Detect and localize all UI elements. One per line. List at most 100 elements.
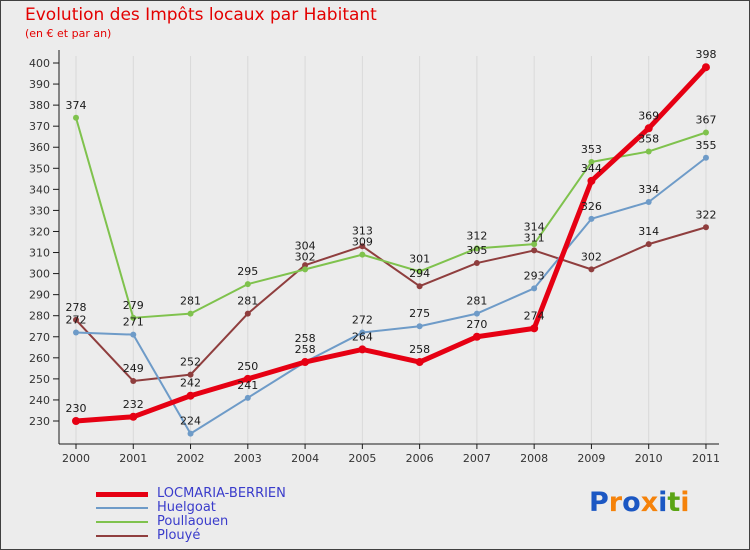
- point-label: 264: [352, 330, 373, 343]
- legend-swatch: [96, 535, 148, 537]
- point-label: 355: [695, 139, 716, 152]
- data-point: [415, 358, 424, 367]
- data-point: [588, 158, 595, 165]
- data-point: [72, 417, 80, 425]
- point-label: 250: [237, 360, 258, 373]
- point-label: 295: [237, 265, 258, 278]
- legend-item: Huelgoat: [96, 501, 286, 515]
- point-label: 242: [180, 377, 201, 390]
- data-point: [359, 243, 366, 250]
- point-label: 301: [409, 252, 430, 265]
- point-label: 311: [524, 231, 545, 244]
- x-tick-label: 2006: [406, 452, 434, 465]
- logo-letter: t: [667, 487, 681, 518]
- data-point: [416, 323, 423, 330]
- data-point: [187, 371, 194, 378]
- data-point: [302, 266, 309, 273]
- y-tick-label: 350: [29, 162, 50, 175]
- legend-item: Plouyé: [96, 529, 286, 543]
- point-label: 322: [695, 208, 716, 221]
- y-tick-label: 360: [29, 141, 50, 154]
- x-tick-label: 2000: [62, 452, 90, 465]
- chart-svg: 230 240 250 260 270 280 290 300 310 320 330 340 350 3…: [29, 48, 720, 465]
- point-label: 281: [237, 295, 258, 308]
- data-point: [645, 241, 652, 248]
- chart-legend: LOCMARIA-BERRIEN Huelgoat Poullaouen Plouyé: [96, 487, 286, 543]
- data-point: [130, 331, 137, 338]
- legend-item-label: Poullaouen: [157, 514, 229, 529]
- point-label: 314: [638, 225, 659, 238]
- x-tick-label: 2004: [291, 452, 319, 465]
- y-tick-label: 230: [29, 415, 50, 428]
- data-point: [645, 198, 652, 205]
- data-point: [244, 310, 251, 317]
- series-line-Huelgoat: [75, 156, 707, 435]
- data-point: [644, 124, 653, 133]
- point-label: 252: [180, 356, 201, 369]
- point-label: 272: [66, 314, 87, 327]
- legend-item: Poullaouen: [96, 515, 286, 529]
- x-tick-label: 2003: [234, 452, 262, 465]
- x-tick-label: 2011: [692, 452, 720, 465]
- data-point: [244, 281, 251, 288]
- point-label: 271: [123, 316, 144, 329]
- point-label: 374: [66, 99, 87, 112]
- point-label: 249: [123, 362, 144, 375]
- point-label: 275: [409, 307, 430, 320]
- point-label: 312: [466, 229, 487, 242]
- data-point: [73, 329, 79, 336]
- data-point: [244, 394, 251, 401]
- y-tick-label: 250: [29, 373, 50, 386]
- point-label: 326: [581, 200, 602, 213]
- data-point: [473, 245, 480, 252]
- point-label: 294: [409, 267, 430, 280]
- legend-swatch: [96, 491, 148, 497]
- y-tick-label: 300: [29, 268, 50, 281]
- data-point: [187, 310, 194, 317]
- point-label: 232: [123, 398, 144, 411]
- logo-letter: o: [622, 487, 641, 518]
- series-line-Poullaouen: [75, 116, 707, 319]
- data-point: [359, 329, 366, 336]
- point-label: 230: [66, 402, 87, 415]
- point-label: 224: [180, 415, 201, 428]
- point-label: 344: [581, 162, 602, 175]
- legend-item-label: LOCMARIA-BERRIEN: [157, 486, 286, 501]
- data-point: [588, 266, 595, 273]
- point-label: 313: [352, 225, 373, 238]
- data-point: [531, 247, 538, 254]
- data-point: [531, 285, 538, 292]
- data-point: [130, 314, 137, 321]
- data-point: [701, 63, 710, 72]
- data-point: [472, 332, 481, 341]
- series-line-LOCMARIA-BERRIEN: [73, 64, 709, 424]
- point-label: 309: [352, 236, 373, 249]
- page-title: Evolution des Impôts locaux par Habitant: [25, 5, 377, 25]
- data-point: [187, 430, 194, 437]
- y-tick-label: 260: [29, 352, 50, 365]
- data-point: [473, 260, 480, 267]
- x-tick-label: 2007: [463, 452, 491, 465]
- y-tick-label: 290: [29, 289, 50, 302]
- logo-letter: i: [680, 487, 690, 518]
- logo-letter: P: [589, 487, 609, 518]
- data-point: [130, 377, 137, 384]
- data-point: [531, 241, 538, 248]
- y-tick-label: 310: [29, 247, 50, 260]
- data-point: [702, 224, 709, 231]
- point-label: 358: [638, 132, 659, 145]
- x-tick-label: 2001: [119, 452, 147, 465]
- data-point: [129, 412, 138, 421]
- point-label: 241: [237, 379, 258, 392]
- point-label: 281: [466, 295, 487, 308]
- data-point: [645, 148, 652, 155]
- data-point: [301, 358, 310, 367]
- point-label: 367: [695, 113, 716, 126]
- proxiti-logo: Proxiti: [589, 487, 690, 518]
- point-label: 305: [466, 244, 487, 257]
- point-label: 274: [524, 309, 545, 322]
- y-tick-label: 390: [29, 78, 50, 91]
- data-point: [530, 324, 539, 333]
- point-label: 258: [409, 343, 430, 356]
- data-point: [243, 374, 252, 383]
